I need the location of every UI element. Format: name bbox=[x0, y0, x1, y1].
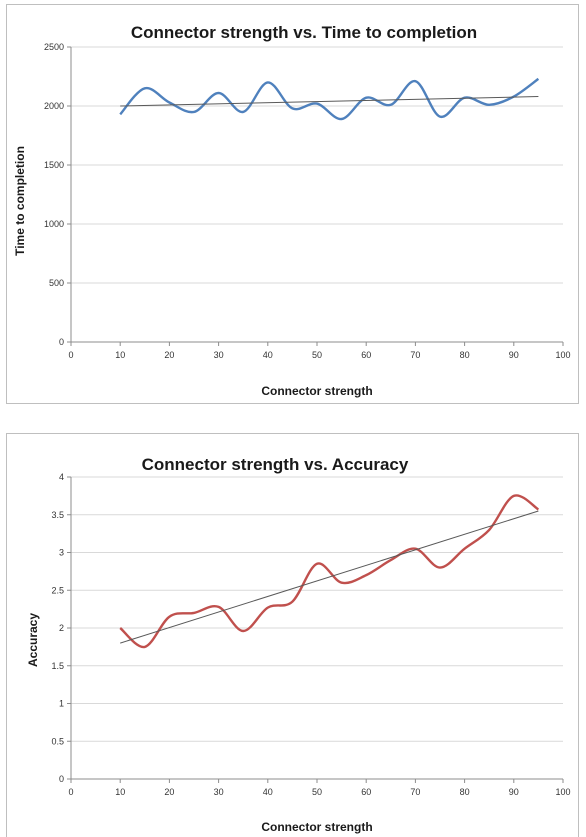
chart-1-trendline bbox=[120, 96, 539, 107]
chart-2-title: Connector strength vs. Accuracy bbox=[142, 455, 409, 474]
chart-1-title: Connector strength vs. Time to completio… bbox=[131, 23, 477, 42]
chart-2-x-tick-label: 70 bbox=[410, 787, 420, 797]
chart-1-svg: Connector strength vs. Time to completio… bbox=[13, 23, 571, 398]
chart-accuracy: Connector strength vs. Accuracy 0 0.5 1 1.5… bbox=[6, 433, 579, 837]
chart-2-y-tick-label: 3 bbox=[59, 548, 64, 558]
chart-1-x-tick-label: 0 bbox=[68, 350, 73, 360]
chart-1-y-tick-label: 2500 bbox=[44, 42, 64, 52]
chart-2-x-tick-label: 80 bbox=[460, 787, 470, 797]
chart-2-x-axis-label: Connector strength bbox=[261, 820, 372, 834]
chart-1-y-tick-label: 0 bbox=[59, 337, 64, 347]
chart-1-x-tick-label: 30 bbox=[214, 350, 224, 360]
chart-2-series-line bbox=[119, 494, 540, 649]
chart-1-x-tick-label: 80 bbox=[460, 350, 470, 360]
chart-1-x-tick-label: 40 bbox=[263, 350, 273, 360]
chart-2-y-tick-label: 4 bbox=[59, 472, 64, 482]
chart-1-x-tick-label: 20 bbox=[164, 350, 174, 360]
chart-2-x-tick-label: 60 bbox=[361, 787, 371, 797]
chart-2-y-tick-label: 1.5 bbox=[51, 661, 64, 671]
chart-1-x-tick-label: 60 bbox=[361, 350, 371, 360]
chart-2-x-tick-label: 100 bbox=[555, 787, 570, 797]
chart-2-y-tick-label: 0 bbox=[59, 774, 64, 784]
chart-time-to-completion: Connector strength vs. Time to completio… bbox=[6, 4, 579, 404]
chart-2-x-tick-label: 50 bbox=[312, 787, 322, 797]
chart-2-svg: Connector strength vs. Accuracy 0 0.5 1 1.5… bbox=[26, 455, 571, 834]
chart-2-x-tick-label: 30 bbox=[214, 787, 224, 797]
chart-2-y-tick-label: 1 bbox=[59, 699, 64, 709]
chart-1-x-axis-label: Connector strength bbox=[261, 384, 372, 398]
chart-2-x-tick-label: 0 bbox=[68, 787, 73, 797]
chart-2-y-tick-label: 3.5 bbox=[51, 510, 64, 520]
chart-1-plot: 0 500 1000 1500 2000 2500 0 10 20 30 40 50 60 70 80 90 1… bbox=[44, 42, 571, 360]
chart-1-x-tick-label: 70 bbox=[410, 350, 420, 360]
chart-2-plot: 00.511.522.533.540 10 20 30 40 50 60 70 80 90 100 bbox=[51, 472, 570, 797]
chart-1-y-tick-label: 2000 bbox=[44, 101, 64, 111]
chart-1-x-tick-label: 10 bbox=[115, 350, 125, 360]
chart-1-x-tick-label: 100 bbox=[555, 350, 570, 360]
chart-2-y-tick-label: 0.5 bbox=[51, 736, 64, 746]
chart-1-y-tick-label: 500 bbox=[49, 278, 64, 288]
chart-2-y-tick-label: 2 bbox=[59, 623, 64, 633]
chart-1-y-tick-label: 1000 bbox=[44, 219, 64, 229]
chart-1-y-tick-label: 1500 bbox=[44, 160, 64, 170]
chart-2-x-tick-label: 20 bbox=[164, 787, 174, 797]
chart-2-x-tick-label: 90 bbox=[509, 787, 519, 797]
chart-2-y-axis-label: Accuracy bbox=[26, 613, 40, 667]
chart-1-x-tick-label: 50 bbox=[312, 350, 322, 360]
chart-2-x-tick-label: 10 bbox=[115, 787, 125, 797]
chart-1-y-axis-label: Time to completion bbox=[13, 146, 27, 256]
chart-1-series-line bbox=[119, 77, 540, 121]
chart-1-x-tick-label: 90 bbox=[509, 350, 519, 360]
chart-2-trendline bbox=[120, 510, 539, 644]
chart-2-x-tick-label: 40 bbox=[263, 787, 273, 797]
chart-2-y-tick-label: 2.5 bbox=[51, 585, 64, 595]
